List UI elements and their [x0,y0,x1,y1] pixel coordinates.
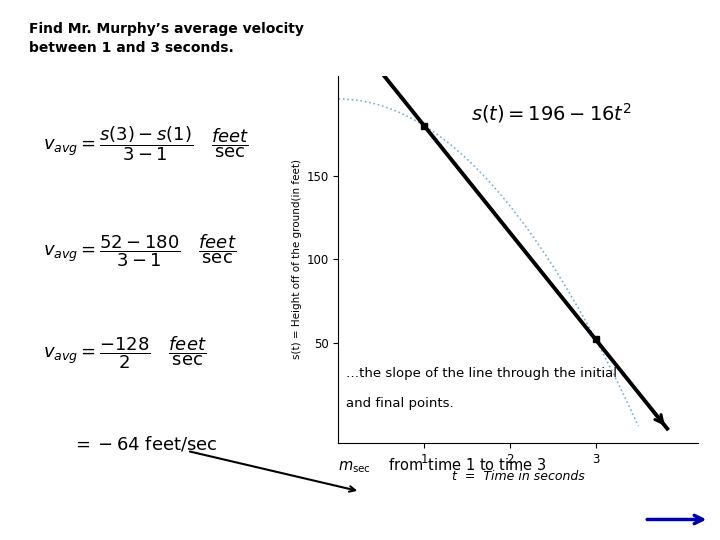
Text: $v_{avg} = \dfrac{52-180}{3-1} \quad \dfrac{\mathit{feet}}{\mathrm{sec}}$: $v_{avg} = \dfrac{52-180}{3-1} \quad \df… [43,232,237,269]
Text: Find Mr. Murphy’s average velocity
between 1 and 3 seconds.: Find Mr. Murphy’s average velocity betwe… [29,22,304,55]
Text: $v_{avg} = \dfrac{-128}{2} \quad \dfrac{\mathit{feet}}{\mathrm{sec}}$: $v_{avg} = \dfrac{-128}{2} \quad \dfrac{… [43,335,207,372]
Text: $= -64$ feet/sec: $= -64$ feet/sec [72,435,217,454]
Text: …the slope of the line through the initial: …the slope of the line through the initi… [346,367,616,380]
Text: $s(t) = 196 - 16t^2$: $s(t) = 196 - 16t^2$ [472,100,632,125]
Y-axis label: s(t) = Height off of the ground(in feet): s(t) = Height off of the ground(in feet) [292,159,302,359]
Text: $m_{\mathrm{sec}}$    from time 1 to time 3: $m_{\mathrm{sec}}$ from time 1 to time 3 [338,456,546,475]
Text: and final points.: and final points. [346,397,453,410]
X-axis label: t  =  Time in seconds: t = Time in seconds [452,470,585,483]
Text: $v_{avg} = \dfrac{s(3)-s(1)}{3-1} \quad \dfrac{\mathit{feet}}{\mathrm{sec}}$: $v_{avg} = \dfrac{s(3)-s(1)}{3-1} \quad … [43,124,249,163]
